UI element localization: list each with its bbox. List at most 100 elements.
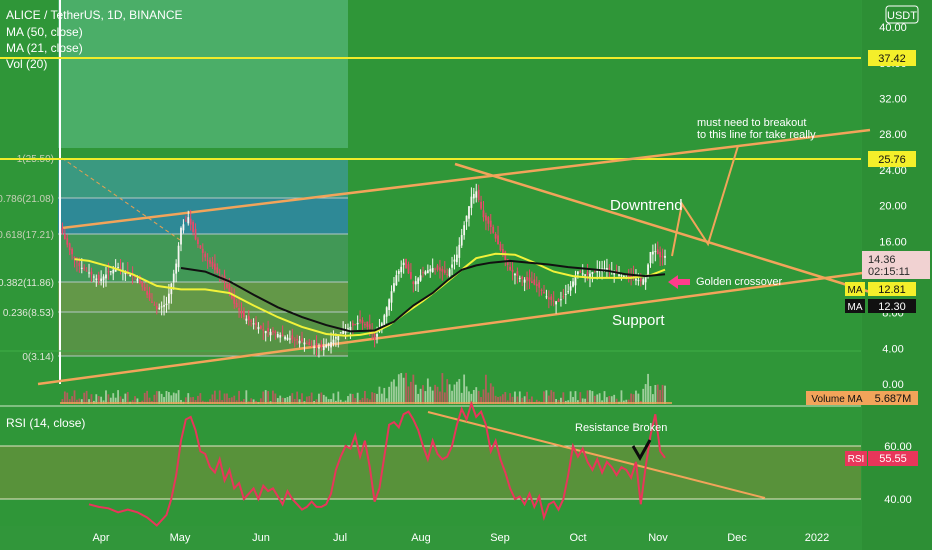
candle-body bbox=[279, 334, 282, 338]
volume-bar bbox=[289, 395, 291, 404]
currency-badge[interactable] bbox=[885, 5, 919, 24]
candle-body bbox=[422, 272, 424, 274]
candle-body bbox=[414, 281, 417, 285]
volume-bar bbox=[644, 384, 647, 404]
candle-body bbox=[656, 249, 659, 255]
volume-bar bbox=[318, 393, 320, 404]
candle-body bbox=[540, 289, 543, 291]
symbol-title[interactable]: ALICE / TetherUS, 1D, BINANCE bbox=[6, 8, 183, 22]
candle-body bbox=[148, 293, 151, 299]
candle-body bbox=[407, 264, 410, 274]
indicator-ma-21[interactable]: MA (21, close) bbox=[6, 41, 83, 55]
countdown-value: 02:15:11 bbox=[868, 266, 910, 278]
candle-body bbox=[441, 268, 444, 272]
volume-bar bbox=[535, 399, 538, 404]
candle-body bbox=[451, 264, 453, 268]
volume-bar bbox=[526, 391, 528, 404]
candle-body bbox=[649, 251, 652, 264]
volume-bar bbox=[267, 391, 270, 404]
resistance-broken-annotation: Resistance Broken bbox=[575, 422, 668, 434]
volume-bar bbox=[281, 397, 284, 404]
volume-bar bbox=[310, 392, 313, 404]
candle-body bbox=[293, 339, 296, 341]
indicator-volume[interactable]: Vol (20) bbox=[6, 57, 48, 71]
last-price-value: 14.36 bbox=[868, 254, 896, 266]
volume-bar bbox=[509, 393, 512, 404]
volume-ma-value: 5.687M bbox=[875, 393, 912, 405]
candle-body bbox=[218, 275, 221, 277]
candle-body bbox=[76, 261, 78, 263]
candle-body bbox=[240, 310, 243, 314]
volume-bar bbox=[489, 383, 492, 404]
volume-bar bbox=[422, 385, 424, 404]
volume-bar bbox=[426, 378, 429, 404]
candle-body bbox=[204, 253, 207, 258]
candle-body bbox=[80, 267, 83, 269]
indicator-ma-50[interactable]: MA (50, close) bbox=[6, 25, 83, 39]
volume-bar bbox=[388, 386, 391, 404]
candle-body bbox=[482, 210, 485, 218]
candle-body bbox=[472, 194, 475, 199]
volume-bar bbox=[397, 374, 400, 404]
candle-body bbox=[129, 274, 132, 277]
candle-body bbox=[514, 273, 516, 276]
volume-bar bbox=[170, 395, 173, 404]
volume-bar bbox=[439, 391, 441, 404]
arrow-left-icon bbox=[668, 275, 690, 289]
rsi-tag bbox=[845, 451, 867, 466]
volume-bar bbox=[68, 399, 71, 404]
candle-body bbox=[334, 337, 337, 339]
volume-bar bbox=[373, 392, 376, 404]
price-tick-label: 0.00 bbox=[882, 379, 903, 391]
candle-body bbox=[351, 323, 354, 326]
volume-bar bbox=[497, 396, 499, 404]
candle-body bbox=[189, 218, 192, 225]
time-tick-label: Aug bbox=[411, 532, 431, 544]
volume-bar bbox=[574, 391, 577, 404]
volume-bar bbox=[494, 395, 497, 404]
volume-bar bbox=[468, 391, 470, 404]
candle-body bbox=[637, 280, 640, 282]
candle-body bbox=[453, 259, 456, 262]
candle-body bbox=[136, 278, 139, 281]
candle-body bbox=[206, 260, 209, 262]
candle-body bbox=[138, 276, 141, 283]
volume-bar bbox=[528, 399, 531, 404]
candle-body bbox=[501, 248, 504, 256]
candle-body bbox=[552, 300, 555, 302]
candle-body bbox=[235, 302, 238, 308]
volume-bar bbox=[465, 386, 468, 404]
candle-body bbox=[301, 338, 303, 342]
volume-bar bbox=[610, 396, 613, 404]
candle-body bbox=[257, 326, 260, 330]
volume-bar bbox=[412, 374, 415, 404]
volume-bar bbox=[243, 399, 245, 404]
candle-body bbox=[448, 269, 451, 276]
volume-ma-value-tag bbox=[868, 391, 918, 405]
candle-body bbox=[489, 220, 492, 228]
candle-body bbox=[327, 343, 330, 346]
volume-bar bbox=[531, 396, 533, 404]
candle-body bbox=[419, 275, 422, 281]
volume-bar bbox=[552, 391, 555, 404]
candle-body bbox=[417, 278, 420, 284]
candle-body bbox=[313, 346, 315, 348]
volume-bar bbox=[175, 393, 178, 404]
checkmark-icon bbox=[631, 439, 652, 462]
time-tick-label: Dec bbox=[727, 532, 747, 544]
time-tick-label: Apr bbox=[92, 532, 109, 544]
candle-body bbox=[284, 336, 286, 340]
volume-bar bbox=[417, 393, 420, 404]
volume-bar bbox=[330, 399, 332, 404]
volume-bar bbox=[189, 397, 192, 404]
volume-bar bbox=[419, 388, 422, 404]
volume-bar bbox=[228, 397, 231, 404]
rsi-title[interactable]: RSI (14, close) bbox=[6, 416, 86, 430]
candle-body bbox=[213, 263, 216, 270]
candle-body bbox=[124, 271, 127, 275]
volume-bar bbox=[460, 392, 463, 404]
rsi-value-tag bbox=[868, 451, 918, 466]
candle-body bbox=[322, 346, 325, 351]
volume-bar bbox=[516, 396, 519, 404]
